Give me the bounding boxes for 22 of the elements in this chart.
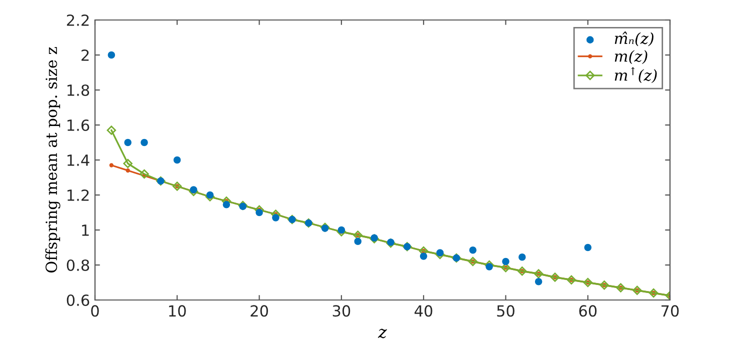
x-tick-label: 10 <box>169 305 186 317</box>
y-tick-label: 0.8 <box>66 259 90 272</box>
y-tick-label: 2 <box>82 49 89 61</box>
legend-label: m$^{↑}$(z) <box>614 67 657 84</box>
x-tick-label: 30 <box>332 305 350 317</box>
y-tick-label: 1.2 <box>68 189 89 201</box>
legend-label: m̂ₙ(z) <box>614 32 654 46</box>
x-tick-label: 60 <box>579 305 597 317</box>
y-tick-label: 2.2 <box>66 14 89 26</box>
legend-label: m(z) <box>614 50 648 64</box>
y-axis-title: Offspring mean at pop. size z <box>45 47 60 273</box>
y-tick-label: 1.8 <box>68 84 90 96</box>
x-tick-label: 70 <box>662 305 679 317</box>
y-tick-label: 1 <box>82 224 89 236</box>
y-tick-label: 1.6 <box>68 119 90 132</box>
x-tick-label: 20 <box>250 305 268 317</box>
x-tick-label: 40 <box>414 305 432 317</box>
x-tick-label: 50 <box>497 305 514 317</box>
y-tick-label: 0.6 <box>66 294 90 306</box>
x-axis-title: z <box>378 328 387 338</box>
y-tick-label: 1.4 <box>68 154 90 166</box>
x-tick-label: 0 <box>91 305 99 317</box>
